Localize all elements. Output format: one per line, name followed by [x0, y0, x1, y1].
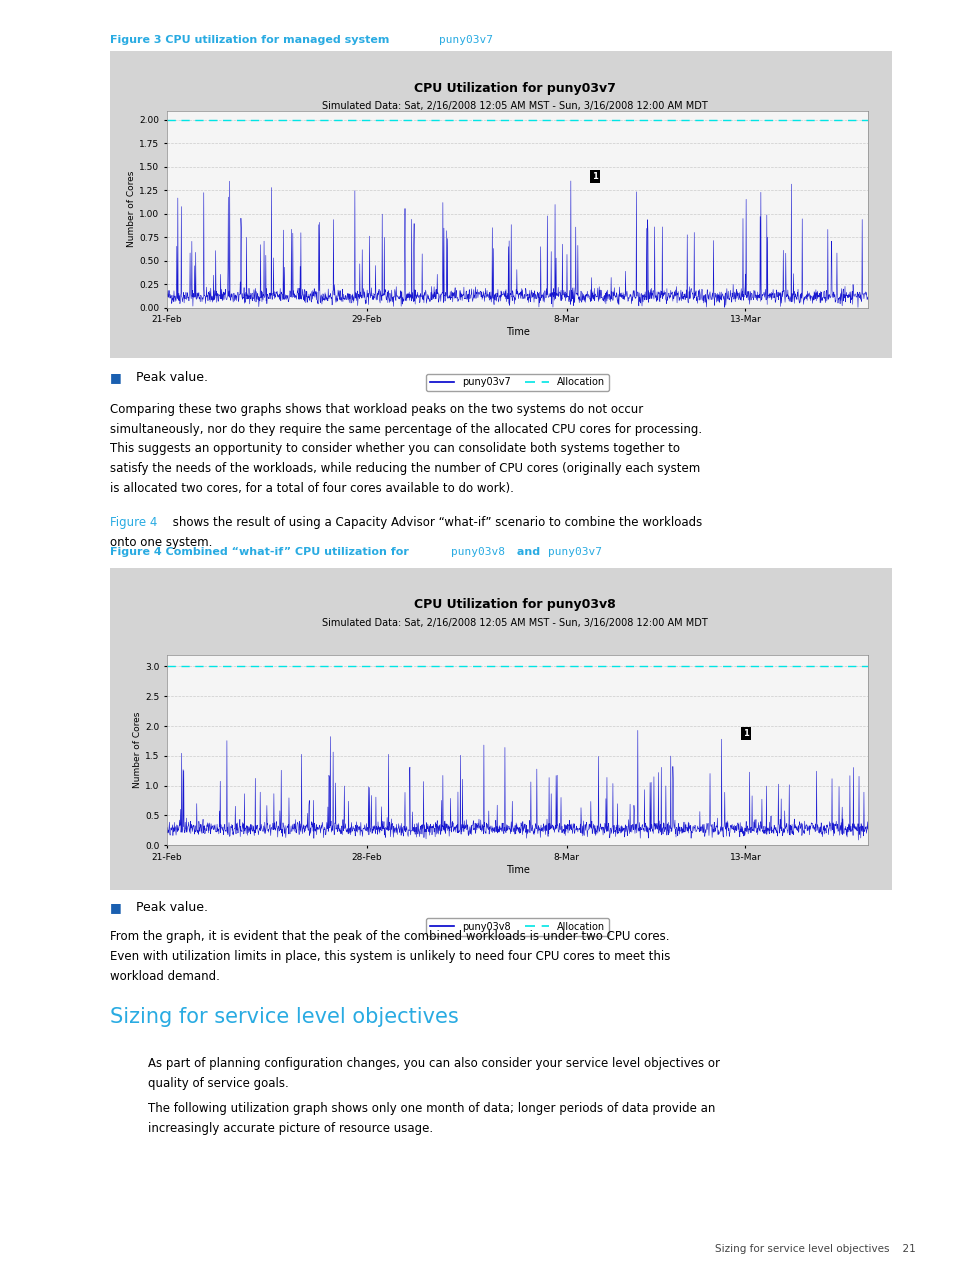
Text: ■: ■	[110, 371, 121, 384]
X-axis label: Time: Time	[505, 327, 529, 337]
Y-axis label: Number of Cores: Number of Cores	[128, 170, 136, 248]
Text: Simulated Data: Sat, 2/16/2008 12:05 AM MST - Sun, 3/16/2008 12:00 AM MDT: Simulated Data: Sat, 2/16/2008 12:05 AM …	[322, 618, 707, 628]
Text: Sizing for service level objectives: Sizing for service level objectives	[110, 1007, 458, 1027]
Y-axis label: Number of Cores: Number of Cores	[133, 712, 142, 788]
Text: The following utilization graph shows only one month of data; longer periods of : The following utilization graph shows on…	[148, 1102, 715, 1115]
Text: shows the result of using a Capacity Advisor “what-if” scenario to combine the w: shows the result of using a Capacity Adv…	[169, 516, 701, 529]
Text: Peak value.: Peak value.	[136, 901, 208, 914]
Text: puny03v8: puny03v8	[451, 548, 505, 558]
Text: CPU Utilization for puny03v8: CPU Utilization for puny03v8	[414, 599, 616, 611]
Text: satisfy the needs of the workloads, while reducing the number of CPU cores (orig: satisfy the needs of the workloads, whil…	[110, 461, 700, 475]
Text: Figure 4: Figure 4	[110, 516, 157, 529]
Text: CPU Utilization for puny03v7: CPU Utilization for puny03v7	[414, 83, 616, 95]
Text: This suggests an opportunity to consider whether you can consolidate both system: This suggests an opportunity to consider…	[110, 442, 679, 455]
Legend: puny03v7, Allocation: puny03v7, Allocation	[425, 374, 609, 391]
Text: As part of planning configuration changes, you can also consider your service le: As part of planning configuration change…	[148, 1057, 720, 1070]
Text: quality of service goals.: quality of service goals.	[148, 1077, 289, 1091]
Text: Figure 4 Combined “what-if” CPU utilization for: Figure 4 Combined “what-if” CPU utilizat…	[110, 548, 412, 558]
Legend: puny03v8, Allocation: puny03v8, Allocation	[425, 918, 609, 935]
Text: is allocated two cores, for a total of four cores available to do work).: is allocated two cores, for a total of f…	[110, 482, 513, 494]
Text: increasingly accurate picture of resource usage.: increasingly accurate picture of resourc…	[148, 1121, 433, 1135]
Text: Simulated Data: Sat, 2/16/2008 12:05 AM MST - Sun, 3/16/2008 12:00 AM MDT: Simulated Data: Sat, 2/16/2008 12:05 AM …	[322, 100, 707, 111]
Text: simultaneously, nor do they require the same percentage of the allocated CPU cor: simultaneously, nor do they require the …	[110, 422, 701, 436]
Text: ■: ■	[110, 901, 121, 914]
Text: Sizing for service level objectives    21: Sizing for service level objectives 21	[715, 1244, 915, 1254]
Text: 1: 1	[591, 172, 598, 180]
X-axis label: Time: Time	[505, 864, 529, 874]
Text: From the graph, it is evident that the peak of the combined workloads is under t: From the graph, it is evident that the p…	[110, 930, 668, 943]
Text: onto one system.: onto one system.	[110, 536, 212, 549]
Text: Comparing these two graphs shows that workload peaks on the two systems do not o: Comparing these two graphs shows that wo…	[110, 403, 642, 416]
Text: 1: 1	[741, 730, 748, 738]
Text: puny03v7: puny03v7	[438, 36, 493, 46]
Text: and: and	[513, 548, 543, 558]
Text: Figure 3 CPU utilization for managed system: Figure 3 CPU utilization for managed sys…	[110, 36, 393, 46]
Text: puny03v7: puny03v7	[547, 548, 601, 558]
Text: Peak value.: Peak value.	[136, 371, 208, 384]
Text: Even with utilization limits in place, this system is unlikely to need four CPU : Even with utilization limits in place, t…	[110, 951, 669, 963]
Text: workload demand.: workload demand.	[110, 970, 219, 982]
